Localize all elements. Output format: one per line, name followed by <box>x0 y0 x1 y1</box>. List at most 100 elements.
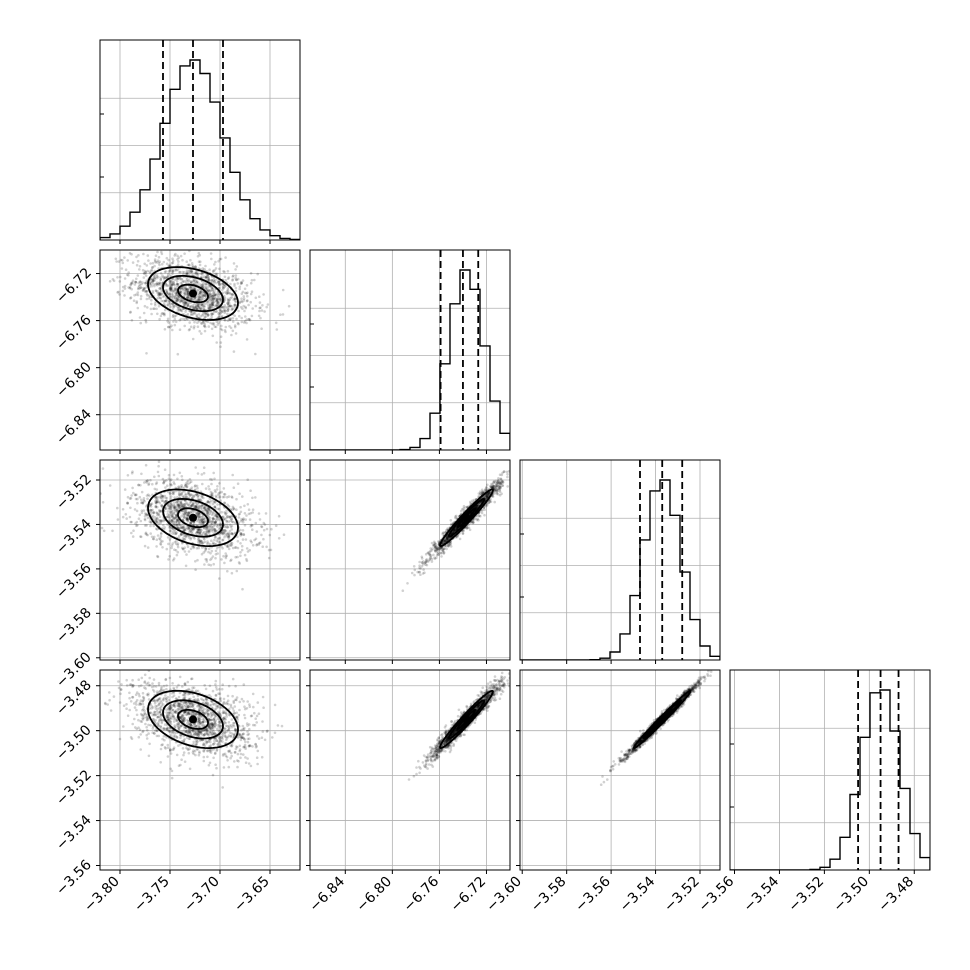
scatter-point <box>238 301 242 305</box>
scatter-point <box>206 511 209 514</box>
scatter-point <box>153 475 156 479</box>
scatter-point <box>182 317 185 321</box>
scatter-point <box>200 515 204 519</box>
scatter-point <box>219 341 223 344</box>
scatter-point <box>205 508 208 511</box>
scatter-point <box>231 279 234 282</box>
scatter-point <box>217 540 220 543</box>
scatter-point <box>168 282 172 286</box>
scatter-point <box>191 298 195 301</box>
scatter-point <box>181 280 184 284</box>
scatter-point <box>137 254 140 257</box>
scatter-point <box>496 481 500 484</box>
scatter-point <box>443 531 447 534</box>
scatter-point <box>212 521 215 524</box>
scatter-point <box>201 295 205 298</box>
scatter-point <box>212 294 216 298</box>
scatter-point <box>198 505 201 508</box>
scatter-point <box>211 517 215 520</box>
scatter-point <box>204 325 207 329</box>
scatter-point <box>190 280 193 284</box>
scatter-point <box>213 293 216 297</box>
scatter-point <box>145 352 148 355</box>
scatter-point <box>216 515 219 519</box>
scatter-point <box>183 513 187 516</box>
scatter-point <box>204 533 208 536</box>
scatter-point <box>482 506 486 510</box>
scatter-point <box>145 514 149 517</box>
scatter-point <box>226 289 230 292</box>
scatter-point <box>157 513 161 516</box>
scatter-point <box>198 521 202 525</box>
scatter-point <box>153 487 157 491</box>
scatter-point <box>168 516 171 520</box>
scatter-point <box>178 298 182 302</box>
scatter-point <box>171 530 175 533</box>
scatter-point <box>168 513 171 517</box>
scatter-point <box>156 554 159 558</box>
scatter-point <box>211 301 214 305</box>
scatter-point <box>183 252 186 255</box>
scatter-point <box>485 503 489 507</box>
scatter-point <box>169 722 173 726</box>
scatter-point <box>222 309 226 313</box>
scatter-point <box>205 513 209 516</box>
scatter-point <box>153 284 156 288</box>
scatter-point <box>170 544 174 547</box>
scatter-point <box>245 547 249 550</box>
scatter-point <box>441 542 445 545</box>
scatter-point <box>449 545 453 548</box>
scatter-point <box>131 695 134 699</box>
scatter-point <box>168 491 172 495</box>
scatter-point <box>203 322 206 326</box>
scatter-point <box>214 325 218 329</box>
scatter-point <box>188 478 192 481</box>
scatter-point <box>212 269 215 273</box>
scatter-point <box>462 529 465 533</box>
scatter-point <box>226 536 230 539</box>
scatter-point <box>171 302 174 305</box>
scatter-point <box>210 520 214 523</box>
scatter-point <box>178 270 181 274</box>
scatter-point <box>203 507 206 510</box>
scatter-point <box>180 506 184 509</box>
scatter-point <box>215 519 218 522</box>
scatter-point <box>455 527 459 531</box>
scatter-point <box>422 560 425 563</box>
scatter-point <box>433 544 437 547</box>
scatter-point <box>189 285 193 289</box>
scatter-point <box>238 492 241 496</box>
scatter-point <box>215 320 218 324</box>
scatter-point <box>222 284 225 288</box>
scatter-point <box>145 292 149 296</box>
scatter-point <box>219 298 222 301</box>
scatter-point <box>212 278 215 282</box>
scatter-point <box>165 700 168 704</box>
scatter-point <box>155 261 159 264</box>
scatter-point <box>215 303 218 307</box>
scatter-point <box>240 299 243 303</box>
scatter-point <box>254 296 258 300</box>
scatter-point <box>170 283 173 287</box>
scatter-point <box>225 511 228 515</box>
scatter-point <box>497 487 500 490</box>
scatter-point <box>430 557 434 561</box>
scatter-point <box>239 505 242 509</box>
scatter-point <box>243 524 247 527</box>
scatter-point <box>176 268 179 272</box>
scatter-point <box>240 320 244 324</box>
scatter-point <box>184 287 187 291</box>
scatter-point <box>194 501 198 505</box>
scatter-point <box>242 518 245 521</box>
scatter-point <box>188 270 191 274</box>
scatter-point <box>183 318 187 322</box>
scatter-point <box>449 542 453 545</box>
scatter-point <box>194 505 198 509</box>
scatter-point <box>130 531 133 535</box>
scatter-point <box>202 294 205 298</box>
scatter-point <box>443 547 446 550</box>
scatter-point <box>192 527 196 530</box>
scatter-point <box>199 531 202 534</box>
scatter-point <box>204 487 208 490</box>
scatter-point <box>181 503 184 507</box>
